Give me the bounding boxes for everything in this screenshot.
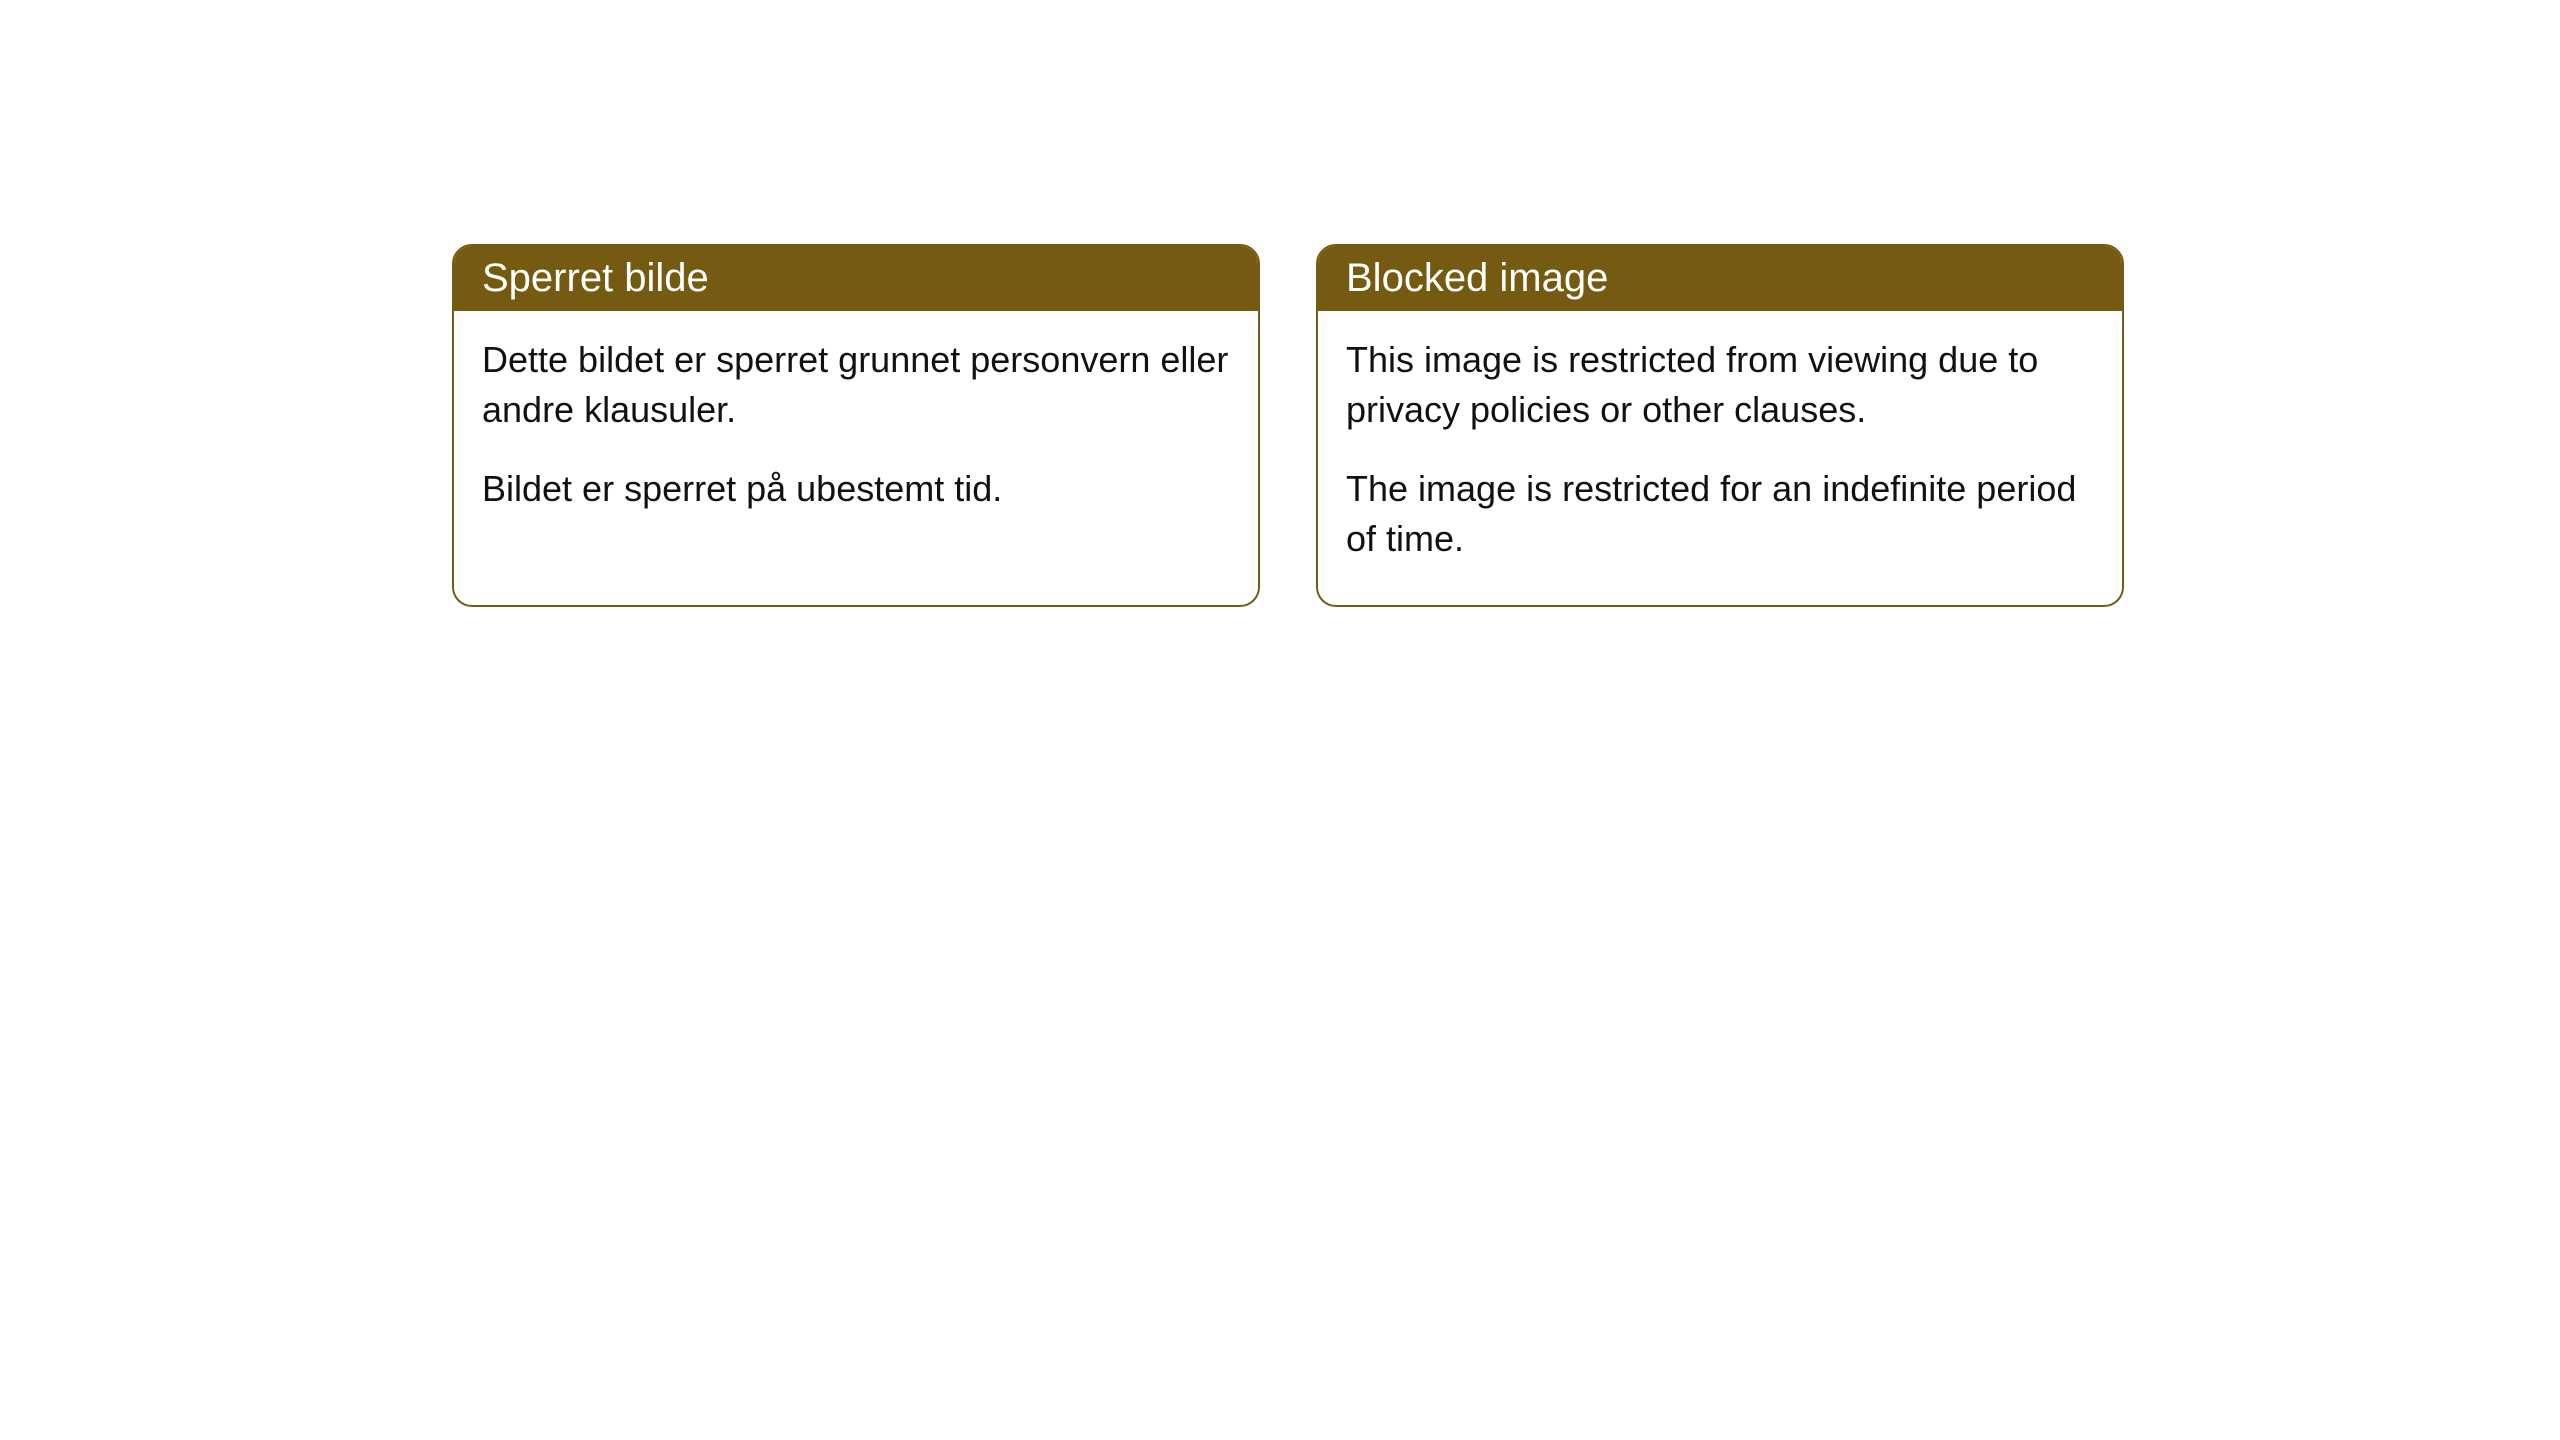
card-body-norwegian: Dette bildet er sperret grunnet personve… bbox=[454, 311, 1258, 554]
blocked-image-card-norwegian: Sperret bilde Dette bildet er sperret gr… bbox=[452, 244, 1260, 607]
notice-cards-container: Sperret bilde Dette bildet er sperret gr… bbox=[0, 0, 2560, 607]
card-title-norwegian: Sperret bilde bbox=[482, 256, 709, 300]
card-body-english: This image is restricted from viewing du… bbox=[1318, 311, 2122, 605]
card-paragraph-2-norwegian: Bildet er sperret på ubestemt tid. bbox=[482, 464, 1230, 514]
card-paragraph-2-english: The image is restricted for an indefinit… bbox=[1346, 464, 2094, 565]
card-paragraph-1-norwegian: Dette bildet er sperret grunnet personve… bbox=[482, 335, 1230, 436]
card-title-english: Blocked image bbox=[1346, 256, 1608, 300]
blocked-image-card-english: Blocked image This image is restricted f… bbox=[1316, 244, 2124, 607]
card-header-norwegian: Sperret bilde bbox=[454, 246, 1258, 311]
card-header-english: Blocked image bbox=[1318, 246, 2122, 311]
card-paragraph-1-english: This image is restricted from viewing du… bbox=[1346, 335, 2094, 436]
